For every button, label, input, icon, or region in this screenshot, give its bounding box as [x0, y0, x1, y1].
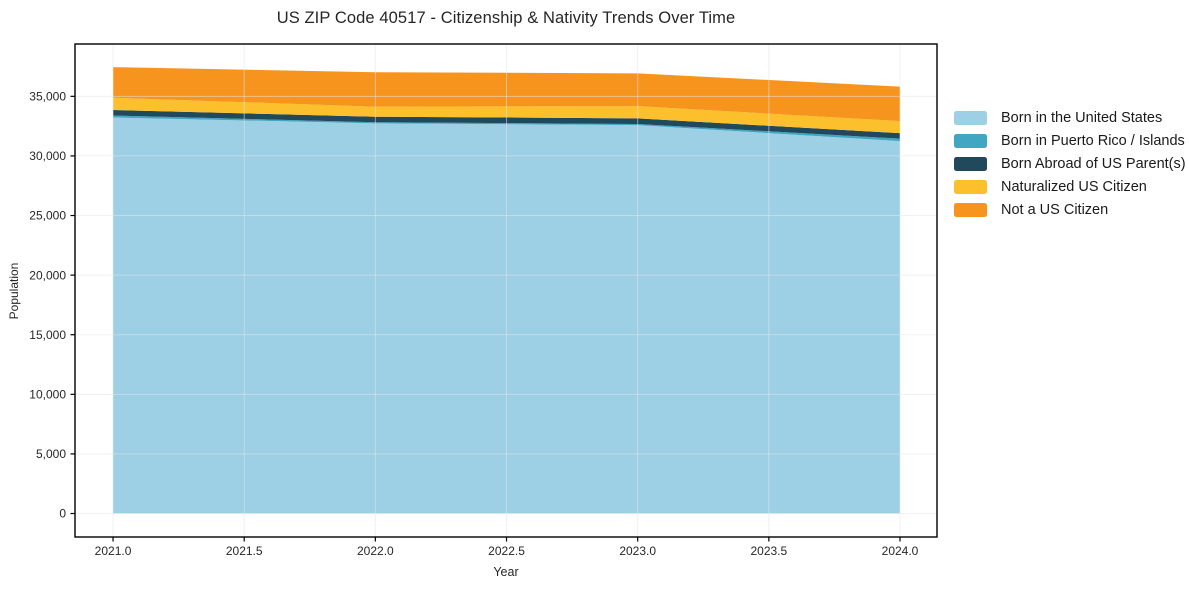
y-tick-label: 5,000	[36, 447, 66, 461]
plot-frame	[74, 43, 938, 538]
legend-swatch	[954, 179, 987, 194]
x-axis-label: Year	[493, 565, 519, 579]
legend-label: Born in the United States	[1001, 109, 1163, 126]
x-tick-label: 2022.0	[357, 544, 394, 558]
legend-swatch	[954, 156, 987, 171]
x-tick-label: 2024.0	[882, 544, 919, 558]
legend-label: Born Abroad of US Parent(s)	[1001, 155, 1186, 172]
legend-swatch	[954, 110, 987, 125]
x-tick-label: 2022.5	[488, 544, 525, 558]
y-tick-label: 20,000	[29, 268, 66, 282]
legend-item: Not a US Citizen	[954, 198, 1186, 221]
y-tick-label: 0	[59, 507, 66, 521]
legend: Born in the United States Born in Puerto …	[954, 106, 1186, 221]
area-series-1	[113, 115, 901, 142]
legend-item: Born in the United States	[954, 106, 1186, 129]
y-tick-label: 30,000	[29, 149, 66, 163]
chart-title: US ZIP Code 40517 - Citizenship & Nativi…	[276, 9, 736, 27]
y-axis-label: Population	[7, 262, 21, 320]
legend-swatch	[954, 133, 987, 148]
legend-swatch	[954, 202, 987, 217]
y-tick-label: 35,000	[29, 90, 66, 104]
legend-label: Not a US Citizen	[1001, 201, 1109, 218]
x-tick-label: 2021.5	[226, 544, 263, 558]
legend-item: Born Abroad of US Parent(s)	[954, 152, 1186, 175]
legend-item: Naturalized US Citizen	[954, 175, 1186, 198]
area-series-2	[113, 110, 901, 139]
legend-label: Born in Puerto Rico / Islands	[1001, 132, 1185, 149]
y-tick-label: 15,000	[29, 328, 66, 342]
x-tick-label: 2021.0	[95, 544, 132, 558]
y-tick-label: 10,000	[29, 388, 66, 402]
x-tick-label: 2023.0	[619, 544, 656, 558]
legend-item: Born in Puerto Rico / Islands	[954, 129, 1186, 152]
x-tick-label: 2023.5	[750, 544, 787, 558]
legend-label: Naturalized US Citizen	[1001, 178, 1147, 195]
y-tick-label: 25,000	[29, 209, 66, 223]
